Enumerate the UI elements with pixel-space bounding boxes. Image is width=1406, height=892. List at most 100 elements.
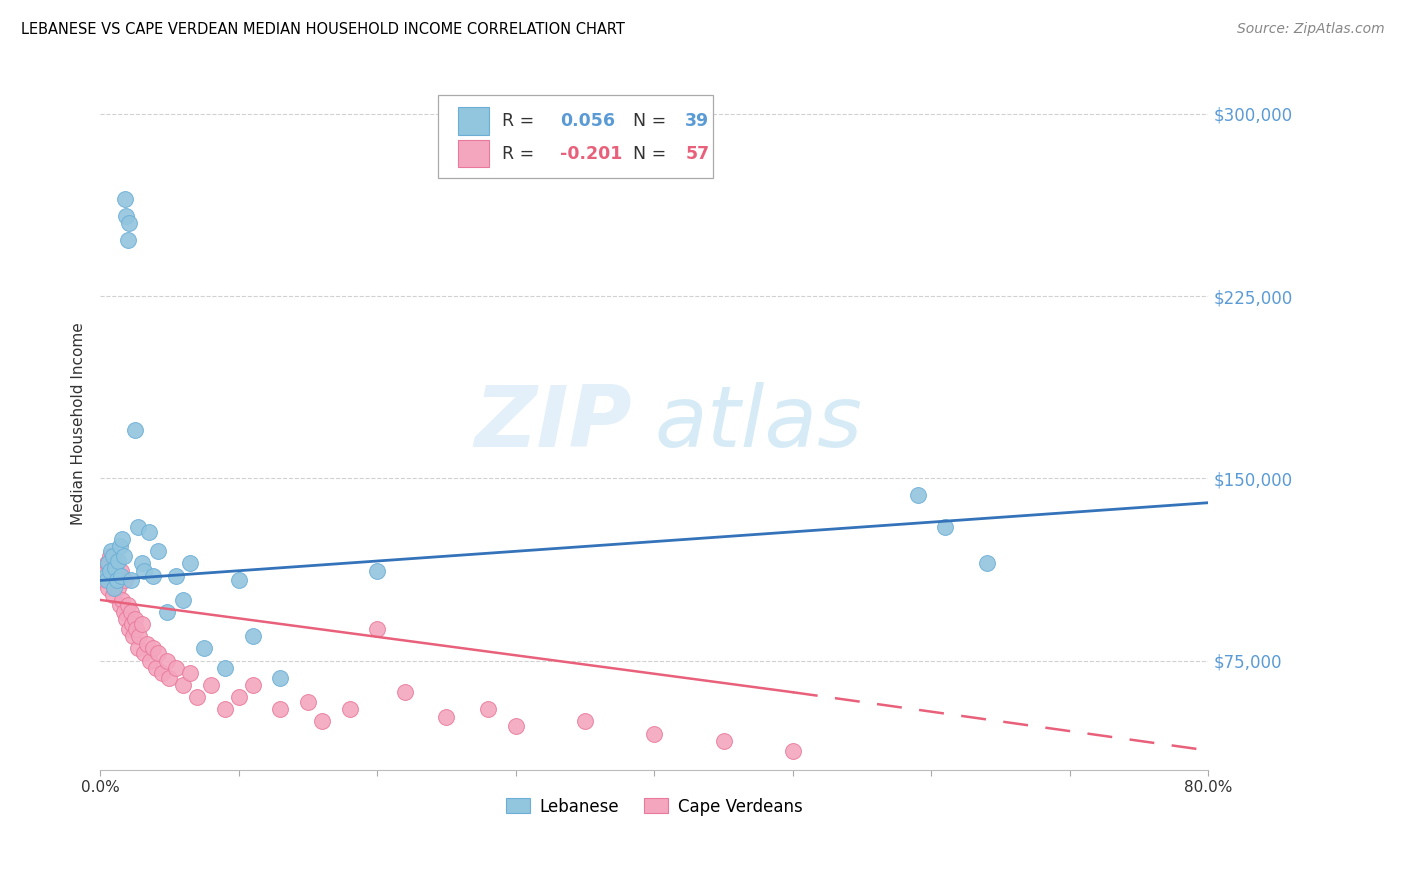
Point (214, 661, 236, 675)
Point (117, 598, 139, 612)
Point (214, 702, 236, 716)
Point (242, 629, 264, 643)
Point (131, 557, 153, 571)
Point (111, 532, 134, 546)
Point (142, 641, 165, 656)
Point (934, 520, 956, 534)
Point (105, 568, 128, 582)
Point (366, 564, 388, 578)
Point (142, 568, 165, 582)
Point (505, 719, 527, 733)
Point (179, 557, 201, 571)
Point (93, 574, 115, 588)
Bar (458, 140, 489, 168)
Point (124, 423, 146, 437)
Point (112, 605, 135, 619)
Point (98, 564, 121, 578)
Point (117, 233, 139, 247)
Point (366, 622, 388, 636)
Point (108, 540, 131, 554)
Point (148, 646, 170, 660)
Point (134, 646, 156, 660)
Text: -0.201: -0.201 (560, 145, 623, 162)
Point (98, 549, 121, 563)
Point (193, 641, 215, 656)
Point (114, 574, 136, 588)
Y-axis label: Median Household Income: Median Household Income (72, 322, 86, 525)
FancyBboxPatch shape (439, 95, 713, 178)
Point (976, 557, 998, 571)
Point (101, 549, 124, 563)
Point (112, 549, 135, 563)
Text: N =: N = (623, 145, 672, 162)
Point (436, 709, 458, 723)
Point (269, 702, 291, 716)
Text: LEBANESE VS CAPE VERDEAN MEDIAN HOUSEHOLD INCOME CORRELATION CHART: LEBANESE VS CAPE VERDEAN MEDIAN HOUSEHOL… (21, 22, 624, 37)
Point (111, 593, 134, 607)
Point (96, 557, 118, 571)
Point (115, 612, 138, 626)
Point (100, 568, 122, 582)
Text: 0.056: 0.056 (560, 112, 614, 130)
Point (110, 564, 132, 578)
Point (165, 661, 187, 675)
Point (179, 665, 201, 680)
Point (311, 714, 333, 729)
Point (165, 568, 187, 582)
Point (228, 574, 250, 588)
Point (104, 557, 127, 571)
Point (105, 574, 128, 588)
Point (269, 671, 291, 685)
Point (138, 524, 160, 539)
Point (228, 690, 250, 704)
Point (101, 588, 124, 602)
Point (107, 581, 129, 595)
Point (94, 568, 117, 582)
Point (97, 557, 120, 571)
Text: R =: R = (502, 112, 540, 130)
Bar (458, 107, 489, 135)
Point (713, 734, 735, 748)
Text: 57: 57 (685, 145, 710, 162)
Point (477, 702, 499, 716)
Point (145, 661, 167, 675)
Point (118, 216, 141, 230)
Point (127, 641, 149, 656)
Point (96, 574, 118, 588)
Point (136, 637, 159, 651)
Point (127, 520, 149, 534)
Point (103, 581, 125, 595)
Point (107, 554, 129, 568)
Text: ZIP: ZIP (474, 382, 633, 466)
Point (172, 678, 194, 692)
Point (297, 695, 319, 709)
Point (121, 617, 143, 632)
Point (104, 561, 127, 575)
Text: R =: R = (502, 145, 540, 162)
Point (118, 622, 141, 636)
Point (394, 685, 416, 699)
Point (148, 544, 170, 558)
Point (782, 743, 804, 757)
Point (131, 617, 153, 632)
Point (128, 629, 150, 643)
Point (172, 593, 194, 607)
Point (242, 678, 264, 692)
Point (125, 622, 148, 636)
Point (124, 612, 146, 626)
Point (120, 605, 142, 619)
Point (110, 568, 132, 582)
Point (152, 665, 174, 680)
Point (100, 544, 122, 558)
Point (156, 654, 179, 668)
Point (156, 605, 179, 619)
Point (108, 598, 131, 612)
Point (643, 726, 665, 740)
Point (114, 192, 136, 206)
Point (94, 564, 117, 578)
Text: N =: N = (623, 112, 672, 130)
Point (574, 714, 596, 729)
Text: 39: 39 (685, 112, 710, 130)
Point (134, 564, 156, 578)
Point (339, 702, 361, 716)
